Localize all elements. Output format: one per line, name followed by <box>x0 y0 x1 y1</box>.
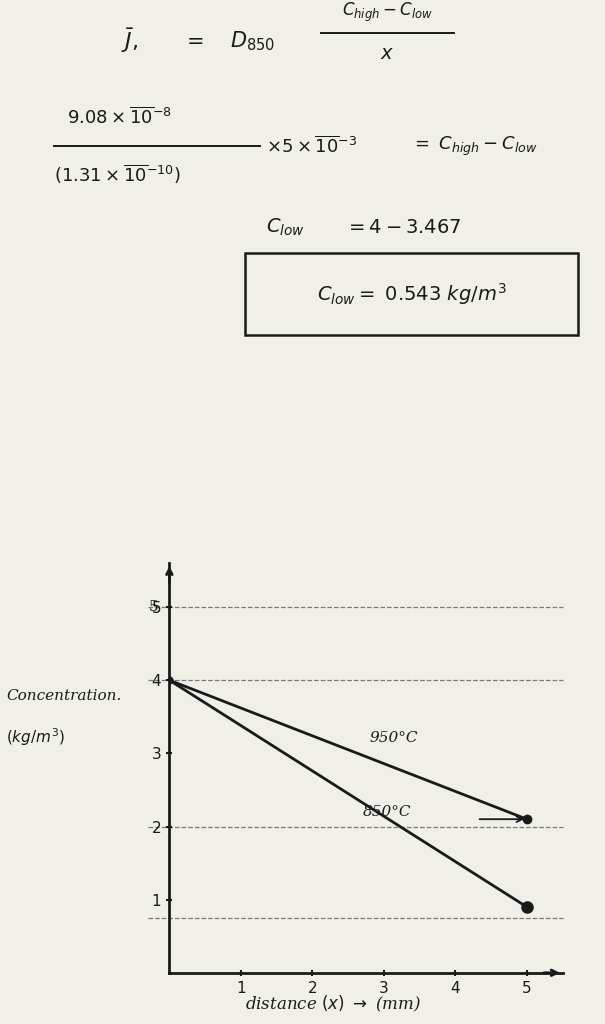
Text: $C_{low}=\ 0.543\ kg/m^3$: $C_{low}=\ 0.543\ kg/m^3$ <box>316 282 506 307</box>
Text: $(1.31\times\overline{10}^{-10})$: $(1.31\times\overline{10}^{-10})$ <box>54 163 182 185</box>
Text: 5: 5 <box>149 600 159 614</box>
Text: $9.08\times\overline{10}^{-8}$: $9.08\times\overline{10}^{-8}$ <box>67 108 172 128</box>
Text: distance $(x)$ $\rightarrow$ (mm): distance $(x)$ $\rightarrow$ (mm) <box>245 993 420 1014</box>
Text: $=\ C_{high} - C_{low}$: $=\ C_{high} - C_{low}$ <box>411 134 538 158</box>
Text: $\times 5\times\overline{10}^{-3}$: $\times 5\times\overline{10}^{-3}$ <box>266 135 358 157</box>
Text: 950°C: 950°C <box>370 731 418 745</box>
Text: 850°C: 850°C <box>362 805 411 818</box>
Text: $=$: $=$ <box>182 32 203 50</box>
Text: $D_{850}$: $D_{850}$ <box>230 29 275 53</box>
FancyBboxPatch shape <box>245 254 578 336</box>
Text: $(kg/m^3)$: $(kg/m^3)$ <box>6 726 65 749</box>
Text: $C_{high} - C_{low}$: $C_{high} - C_{low}$ <box>341 1 433 25</box>
Text: $\bar{J},$: $\bar{J},$ <box>121 27 138 55</box>
Text: $x$: $x$ <box>380 45 394 62</box>
Text: Concentration.: Concentration. <box>6 689 122 703</box>
Text: $= 4 - 3.467$: $= 4 - 3.467$ <box>345 219 461 237</box>
Text: $C_{low}$: $C_{low}$ <box>266 217 305 239</box>
